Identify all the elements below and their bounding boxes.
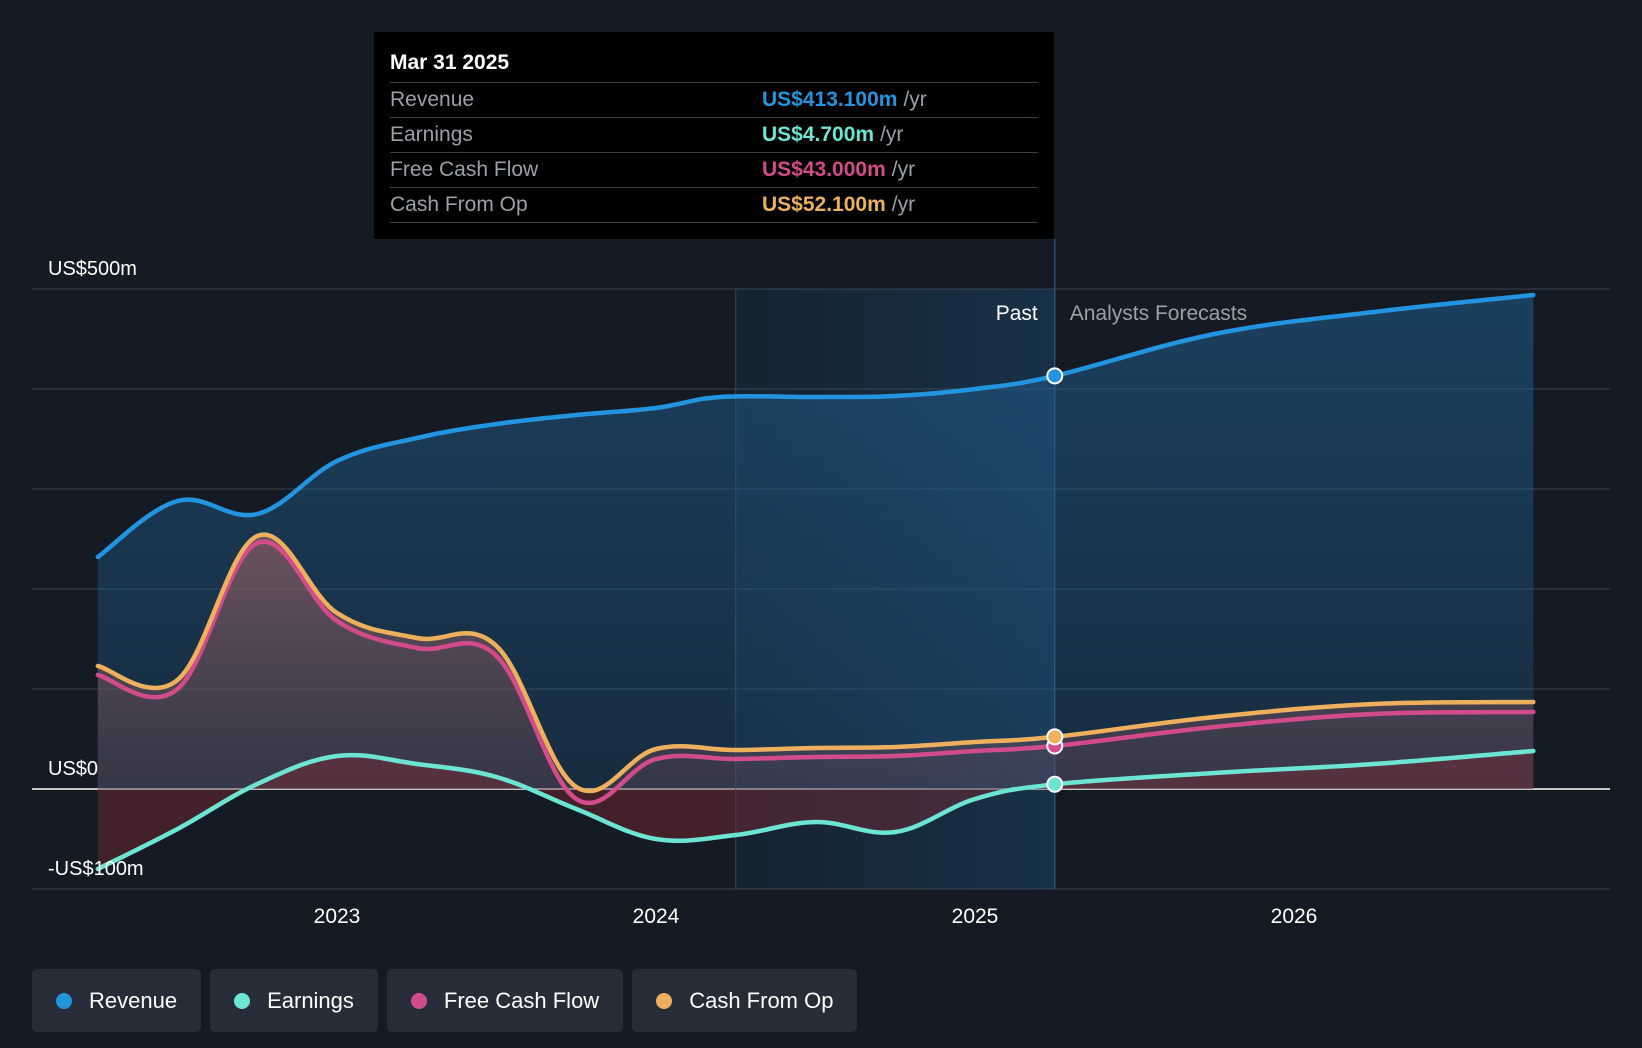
x-tick-label: 2025 [952,905,999,928]
tooltip-row-earnings: Earnings US$4.700m/yr [390,118,1038,153]
legend-label: Revenue [89,987,178,1013]
series-lines [95,292,1536,872]
earnings-dot-icon [234,992,251,1009]
tooltip-unit: /yr [891,158,916,181]
series-areas [97,295,1534,869]
tooltip-value-text: US$413.100m [762,88,898,111]
earnings-marker [1046,775,1064,793]
earnings-line [95,748,1536,872]
tooltip-label: Earnings [390,123,473,146]
legend-item-earnings[interactable]: Earnings [210,969,378,1032]
tooltip-value: US$52.100m/yr [762,188,915,222]
cash-from-op-line [95,532,1536,794]
tooltip-value-text: US$4.700m [762,123,875,146]
x-tick-label: 2024 [633,905,680,928]
tooltip-value: US$413.100m/yr [762,83,927,117]
y-tick-label: US$0 [48,758,98,780]
past-label: Past [996,302,1038,325]
earnings-area [97,751,1534,869]
revenue-dot-icon [56,992,72,1009]
cash-from-op-marker [1046,728,1064,746]
legend-label: Cash From Op [689,987,834,1013]
cash-from-op-dot-icon [656,992,673,1009]
x-tick-label: 2023 [314,905,361,928]
tooltip-row-cash-from-op: Cash From Op US$52.100m/yr [390,188,1038,223]
revenue-line [95,292,1536,560]
legend-item-cash-from-op[interactable]: Cash From Op [632,969,858,1032]
tooltip-label: Free Cash Flow [390,158,539,181]
axis-labels: US$500m US$0 -US$100m 2023 2024 2025 2026 Past A… [48,258,1317,928]
tooltip-label: Revenue [390,88,475,111]
tooltip-value-text: US$52.100m [762,193,886,216]
legend-item-free-cash-flow[interactable]: Free Cash Flow [386,969,624,1032]
y-tick-label: -US$100m [48,858,144,880]
tooltip-label: Cash From Op [390,193,528,216]
legend-item-revenue[interactable]: Revenue [32,969,202,1032]
forecast-label: Analysts Forecasts [1070,302,1247,325]
tooltip-unit: /yr [880,123,904,146]
tooltip-date: Mar 31 2025 [390,44,1038,83]
x-tick-label: 2026 [1271,905,1318,928]
y-tick-label: US$500m [48,258,137,280]
revenue-marker [1046,367,1064,385]
tooltip-row-revenue: Revenue US$413.100m/yr [390,83,1038,118]
legend: Revenue Earnings Free Cash Flow Cash Fro… [32,969,858,1032]
tooltip: Mar 31 2025 Revenue US$413.100m/yr Earni… [374,32,1054,239]
tooltip-row-free-cash-flow: Free Cash Flow US$43.000m/yr [390,153,1038,188]
legend-label: Free Cash Flow [443,987,600,1013]
tooltip-unit: /yr [891,193,916,216]
cash-from-op-area [97,534,1534,792]
free-cash-flow-line [95,539,1536,806]
series-markers [1046,367,1064,793]
legend-label: Earnings [267,987,354,1013]
tooltip-unit: /yr [903,88,927,111]
free-cash-flow-dot-icon [410,992,427,1009]
tooltip-value: US$4.700m/yr [762,118,903,152]
tooltip-value-text: US$43.000m [762,158,886,181]
tooltip-value: US$43.000m/yr [762,153,915,187]
